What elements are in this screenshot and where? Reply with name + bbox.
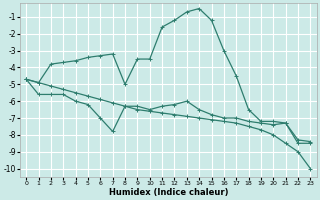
- X-axis label: Humidex (Indice chaleur): Humidex (Indice chaleur): [108, 188, 228, 197]
